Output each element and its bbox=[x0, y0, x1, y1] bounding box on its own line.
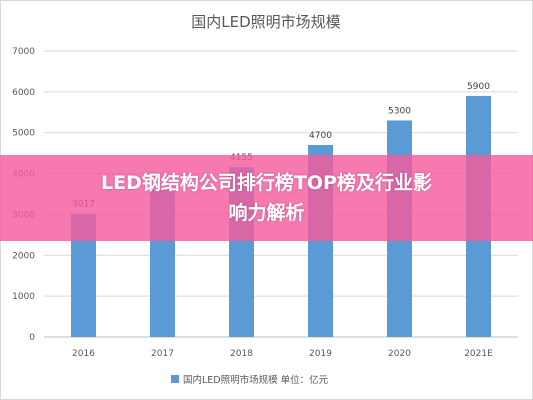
chart-title: 国内LED照明市场规模 bbox=[191, 13, 340, 31]
y-tick-label: 7000 bbox=[12, 47, 35, 57]
x-tick-label: 2021E bbox=[464, 349, 493, 359]
data-label: 5900 bbox=[467, 82, 490, 92]
legend-label: 国内LED照明市场规模 单位：亿元 bbox=[183, 374, 329, 386]
x-tick-label: 2017 bbox=[151, 349, 174, 359]
y-tick-label: 2000 bbox=[12, 251, 35, 261]
legend: 国内LED照明市场规模 单位：亿元 bbox=[171, 374, 329, 386]
data-label: 5300 bbox=[388, 106, 411, 116]
y-tick-label: 5000 bbox=[12, 129, 35, 139]
y-tick-label: 6000 bbox=[12, 88, 35, 98]
x-tick-label: 2020 bbox=[388, 349, 411, 359]
x-tick-label: 2018 bbox=[230, 349, 253, 359]
legend-swatch bbox=[171, 375, 179, 383]
headline-banner: LED钢结构公司排行榜TOP榜及行业影响力解析 bbox=[0, 155, 533, 241]
data-label: 4700 bbox=[309, 131, 332, 141]
headline-text: LED钢结构公司排行榜TOP榜及行业影响力解析 bbox=[101, 172, 432, 224]
y-tick-label: 1000 bbox=[12, 292, 35, 302]
y-tick-label: 0 bbox=[29, 333, 35, 343]
x-tick-label: 2016 bbox=[72, 349, 95, 359]
x-tick-label: 2019 bbox=[309, 349, 332, 359]
x-axis-ticks: 2016 2017 2018 2019 2020 2021E bbox=[72, 349, 493, 359]
